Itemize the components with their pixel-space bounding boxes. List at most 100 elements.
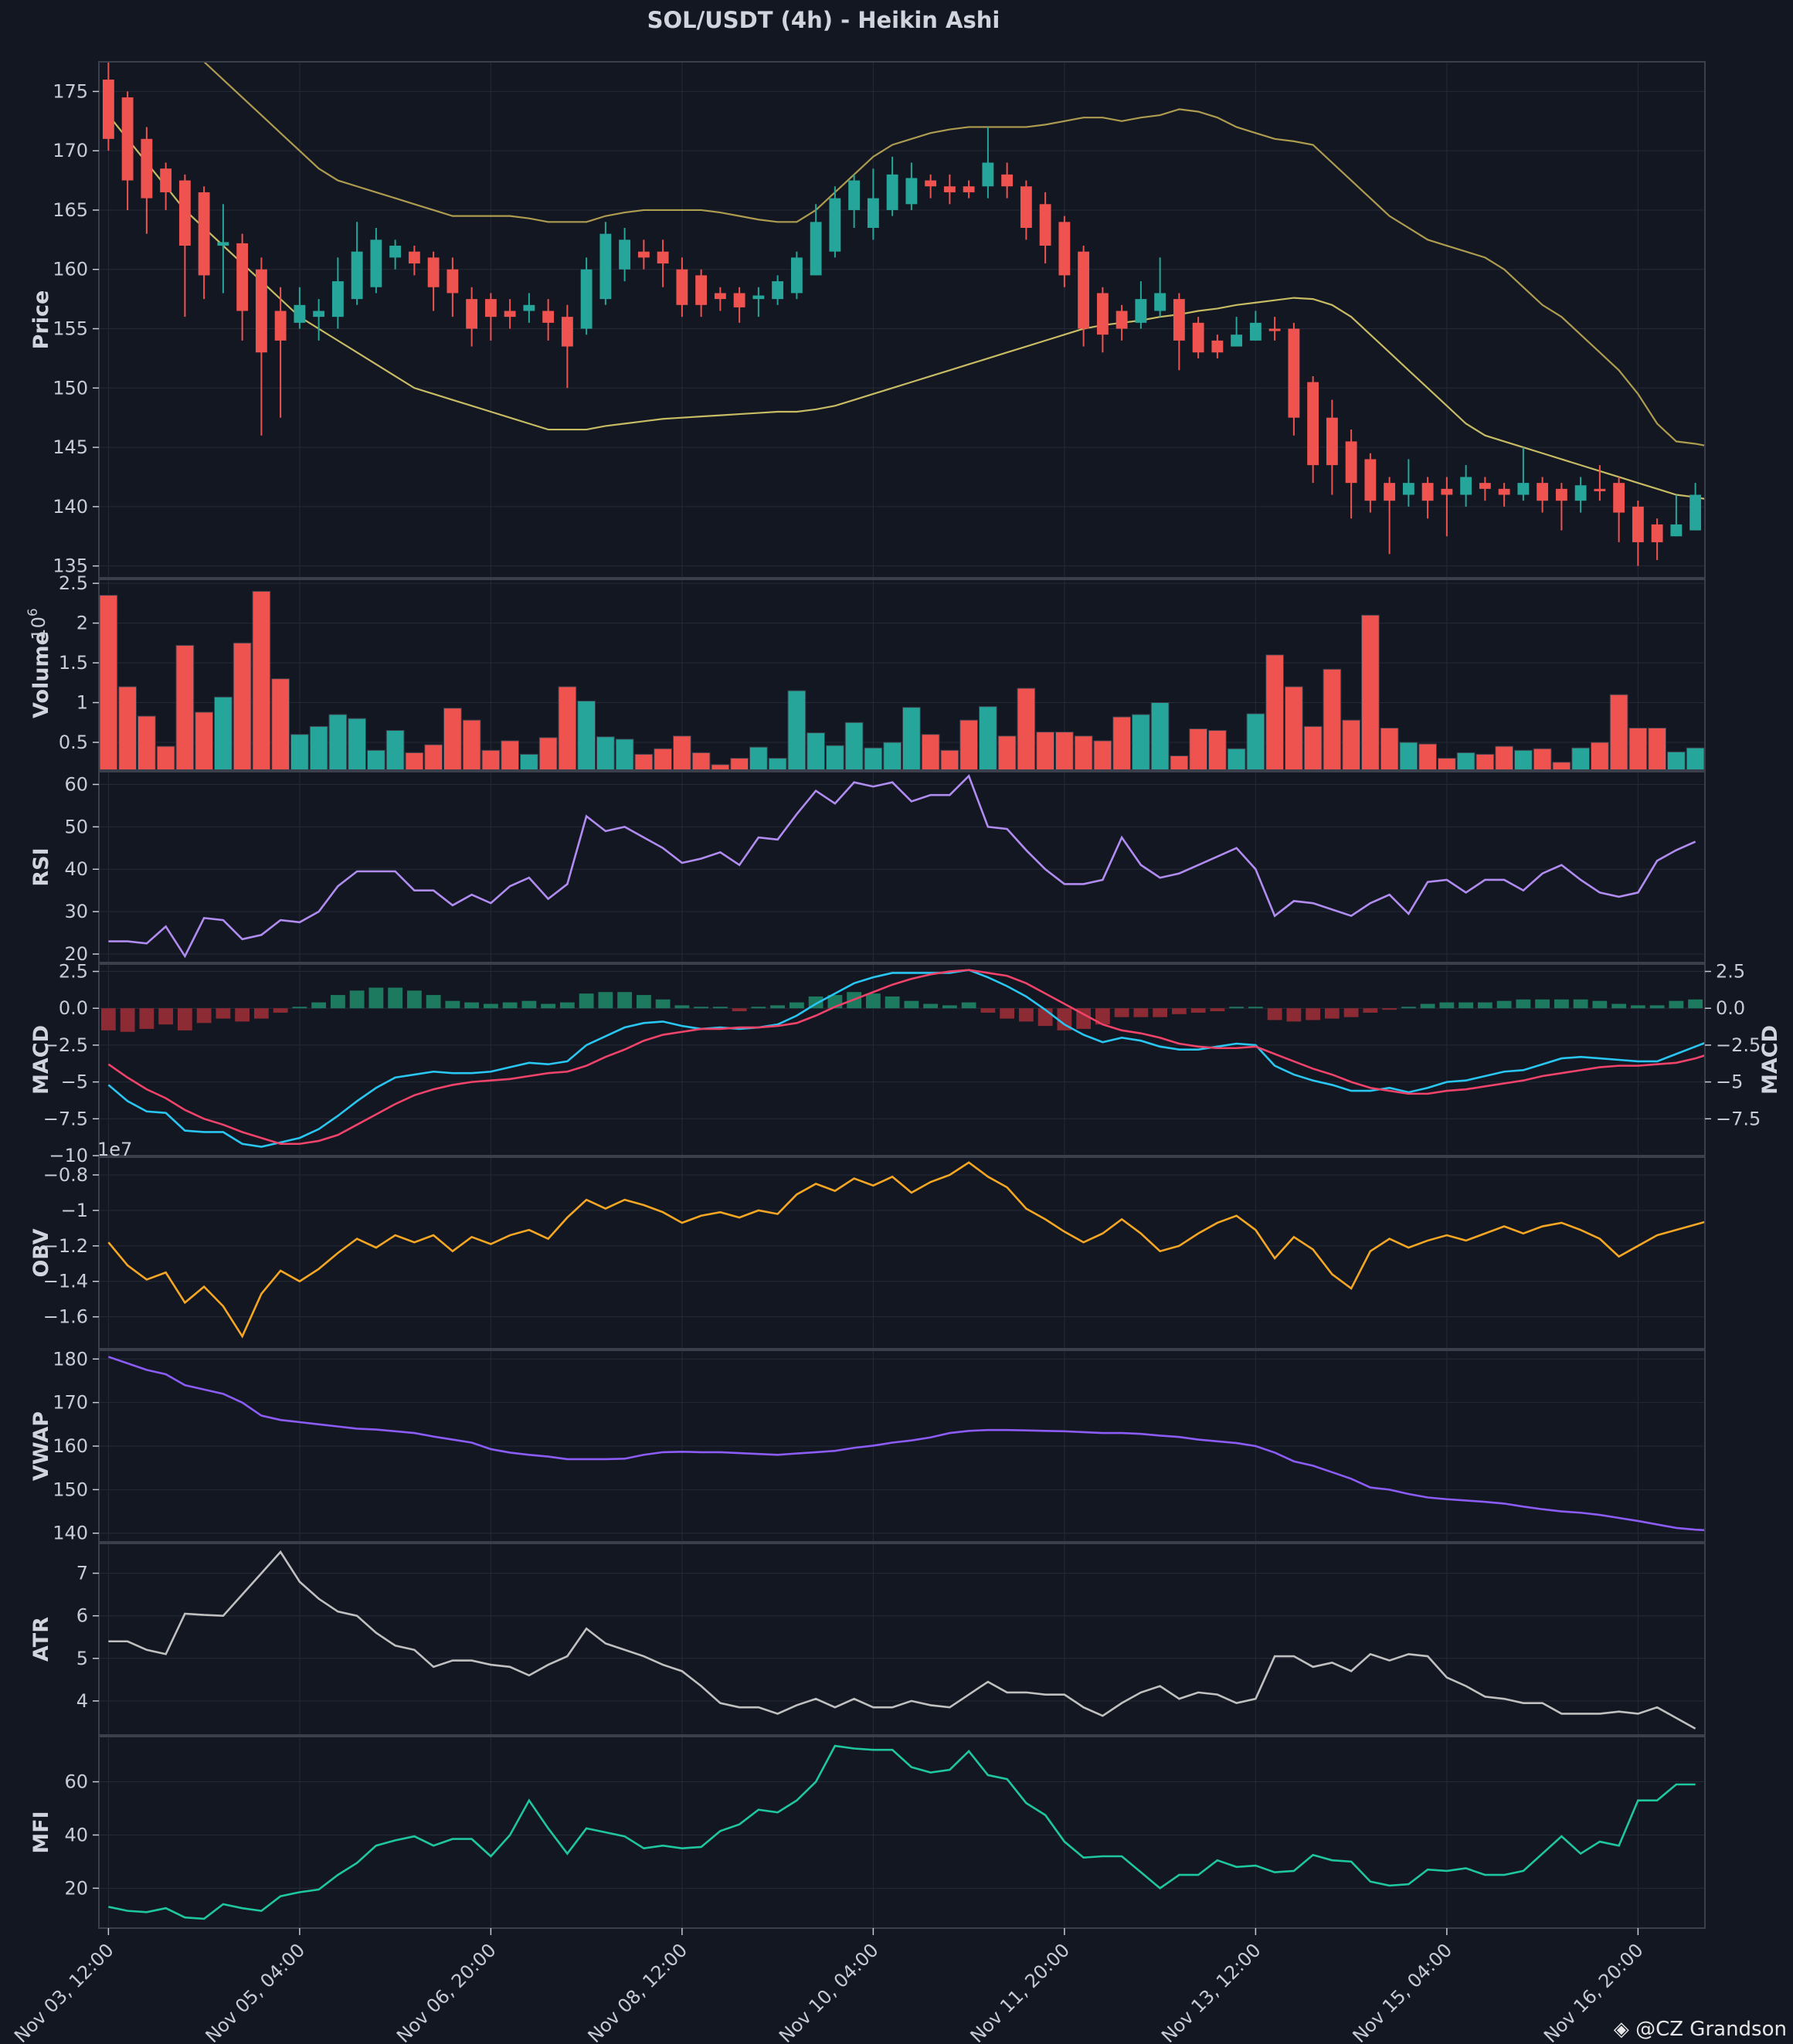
volume-bar [405, 752, 424, 770]
volume-bar [979, 706, 997, 770]
macd-hist-bar [865, 993, 881, 1009]
macd-tick-label: 0.0 [59, 997, 88, 1019]
candle-body [1231, 334, 1243, 347]
atr-plot [108, 1550, 1696, 1730]
volume-bar [1132, 714, 1150, 770]
volume-bar [1495, 745, 1513, 770]
volume-bar [1303, 725, 1323, 770]
price-tick-label: 150 [53, 377, 88, 399]
volume-multiplier: 106 [25, 608, 49, 640]
macd-hist-bar [1190, 1008, 1206, 1013]
candle-body [1421, 483, 1434, 501]
macd-hist-bar [1248, 1007, 1263, 1009]
obv-panel: −0.8 −1 −1.2 −1.4 −1.6 OBV 1e7 [29, 1139, 1706, 1350]
macd-hist-bar [1171, 1008, 1187, 1014]
candle-body [294, 304, 306, 323]
price-tick-label: 165 [53, 199, 88, 221]
volume-bar [1686, 747, 1705, 770]
volume-bar [997, 735, 1017, 770]
volume-bar [348, 718, 366, 770]
macd-plot [100, 969, 1705, 1148]
volume-bar [1189, 728, 1207, 770]
mfi-plot [108, 1744, 1696, 1920]
volume-bar [654, 748, 672, 770]
macd-hist-bar [636, 995, 651, 1009]
rsi-ylabel: RSI [29, 847, 53, 886]
candle-body [619, 239, 631, 270]
candle-body [1288, 328, 1300, 418]
macd-hist-bar [368, 987, 384, 1009]
macd-hist-bar [177, 1008, 192, 1030]
macd-hist-bar [1630, 1005, 1645, 1009]
volume-bar [1514, 749, 1533, 770]
vwap-tick-label: 170 [53, 1392, 88, 1414]
watermark-text: @CZ Grandson [1635, 2018, 1787, 2041]
macd-hist-bar [598, 992, 613, 1009]
macd-hist-bar [1018, 1008, 1034, 1022]
atr-ylabel: ATR [29, 1617, 53, 1662]
volume-bar [921, 734, 940, 770]
obv-tick-label: −1 [61, 1200, 88, 1221]
volume-bar [99, 595, 118, 770]
price-tick-label: 140 [53, 496, 88, 518]
macd-hist-bar [1229, 1007, 1245, 1009]
obv-tick-label: −1.4 [43, 1271, 88, 1292]
candle-body [1384, 483, 1396, 501]
candle-body [102, 80, 114, 139]
candle-body [714, 293, 726, 300]
volume-bar [1265, 654, 1284, 770]
candle-body [1116, 311, 1128, 329]
atr-tick-label: 5 [76, 1648, 88, 1669]
macd-hist-bar [1516, 999, 1531, 1009]
x-tick-label: Nov 15, 04:00 [1349, 1939, 1457, 2044]
macd-hist-bar [1382, 1008, 1397, 1010]
candle-body [1441, 488, 1453, 495]
obv-tick-label: −0.8 [43, 1164, 88, 1186]
volume-bar [807, 732, 825, 770]
rsi-tick-label: 60 [64, 773, 88, 795]
candle-body [121, 97, 134, 181]
macd-hist-bar [1611, 1003, 1627, 1009]
volume-bar [1361, 614, 1380, 770]
volume-bar [634, 753, 654, 770]
mfi-frame [98, 1736, 1706, 1929]
candle-body [1192, 322, 1204, 353]
volume-bar [520, 753, 538, 770]
volume-bar [1648, 727, 1666, 770]
macd-hist-bar [388, 987, 403, 1009]
macd-hist-bar [1459, 1002, 1474, 1009]
candle-body [523, 304, 535, 311]
macd-hist-bar [426, 995, 441, 1009]
macd-hist-bar [100, 1008, 116, 1030]
obv-multiplier: 1e7 [97, 1139, 132, 1160]
candle-body [1498, 488, 1510, 495]
macd-hist-bar [1286, 1008, 1302, 1022]
volume-bar [844, 722, 864, 770]
obv-ylabel: OBV [29, 1228, 53, 1277]
candle-body [1154, 293, 1166, 311]
volume-bar [1628, 727, 1648, 770]
volume-bar [864, 747, 883, 770]
macd-hist-bar [464, 1002, 480, 1009]
volume-bar [233, 642, 252, 770]
macd-hist-bar [980, 1008, 996, 1013]
price-tick-label: 170 [53, 140, 88, 161]
volume-bar [615, 738, 634, 770]
vwap-series-line [107, 1356, 1705, 1532]
macd-hist-bar [483, 1003, 498, 1009]
candle-body [580, 269, 593, 329]
macd-hist-bar [1592, 1000, 1608, 1009]
volume-bar [1609, 694, 1628, 770]
rsi-plot [108, 774, 1696, 959]
candle-body [389, 246, 402, 258]
volume-bar [558, 686, 577, 770]
macd-hist-bar [1057, 1008, 1072, 1030]
volume-bar [1571, 747, 1590, 770]
macd-hist-bar [311, 1002, 327, 1009]
volume-bar [1074, 735, 1093, 770]
macd-hist-bar [1363, 1008, 1378, 1013]
volume-bar [959, 719, 978, 770]
macd-hist-bar [330, 995, 345, 1009]
candle-body [886, 174, 898, 210]
candle-body [370, 239, 382, 287]
